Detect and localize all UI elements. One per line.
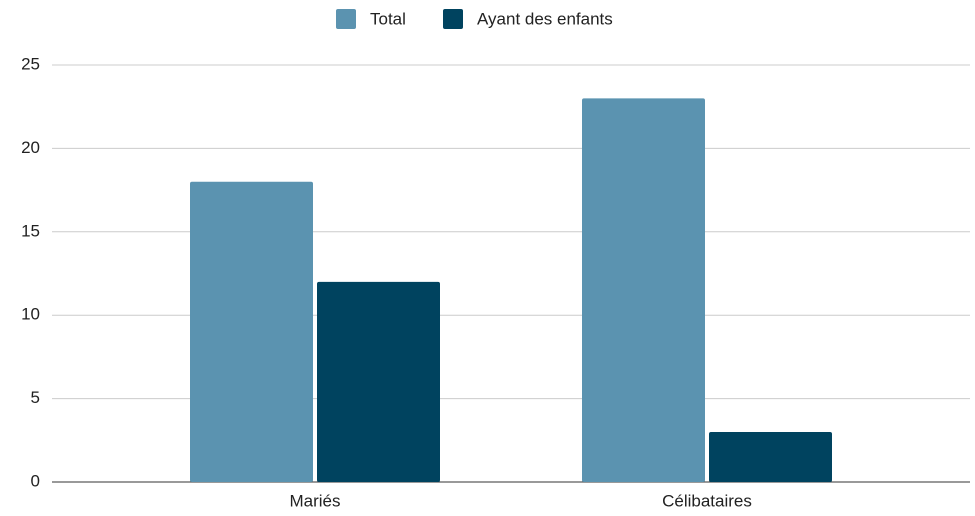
y-tick-label: 0 [31,471,40,490]
y-tick-label: 15 [21,221,40,240]
y-tick-label: 10 [21,305,40,324]
y-tick-label: 20 [21,138,40,157]
legend-swatch [443,9,463,29]
legend-swatch [336,9,356,29]
y-tick-label: 5 [31,388,40,407]
legend-label: Total [370,9,406,28]
bar [582,98,705,483]
bar [190,181,313,482]
bar [709,431,832,482]
y-tick-label: 25 [21,54,40,73]
legend-label: Ayant des enfants [477,9,613,28]
x-tick-label: Mariés [289,491,340,510]
bar [317,281,440,482]
x-tick-label: Célibataires [662,491,752,510]
